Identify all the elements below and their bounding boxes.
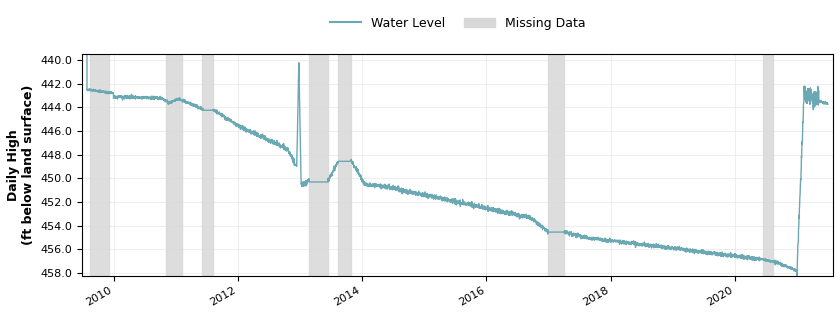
- Bar: [202, 54, 213, 276]
- Bar: [309, 54, 328, 276]
- Bar: [166, 54, 181, 276]
- Y-axis label: Daily High
(ft below land surface): Daily High (ft below land surface): [7, 85, 35, 245]
- Bar: [90, 54, 108, 276]
- Bar: [339, 54, 351, 276]
- Bar: [549, 54, 564, 276]
- Bar: [763, 54, 773, 276]
- Legend: Water Level, Missing Data: Water Level, Missing Data: [324, 12, 591, 35]
